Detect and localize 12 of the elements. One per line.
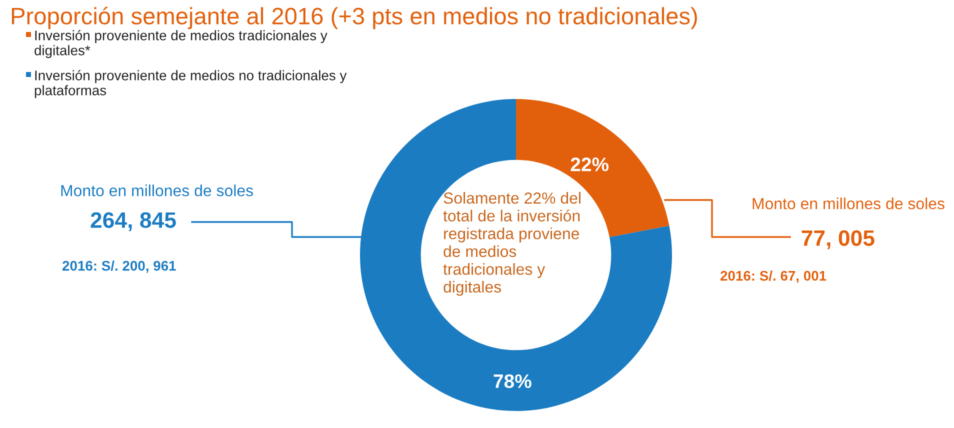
legend-label: Inversión proveniente de medios no tradicionales y plataformas bbox=[34, 70, 347, 98]
chart-title: Proporción semejante al 2016 (+3 pts en medios no tradicionales) bbox=[12, 6, 697, 30]
text: Monto en millones de soles bbox=[752, 198, 944, 210]
text: Monto en millones de soles bbox=[61, 184, 253, 196]
text: 2016: S/. 67, 001 bbox=[720, 270, 826, 283]
data-label: 78% bbox=[494, 374, 532, 388]
data-label: 22% bbox=[570, 158, 609, 172]
text: 77, 005 bbox=[802, 230, 874, 250]
legend-label: Inversión proveniente de medios tradicionales y digitales* bbox=[34, 30, 328, 58]
text: Solamente 22% del total de la inversión registrada proviene de medios tradicionales y digitales bbox=[443, 192, 580, 296]
text: 264, 845 bbox=[90, 212, 176, 232]
text: 2016: S/. 200, 961 bbox=[62, 260, 176, 273]
